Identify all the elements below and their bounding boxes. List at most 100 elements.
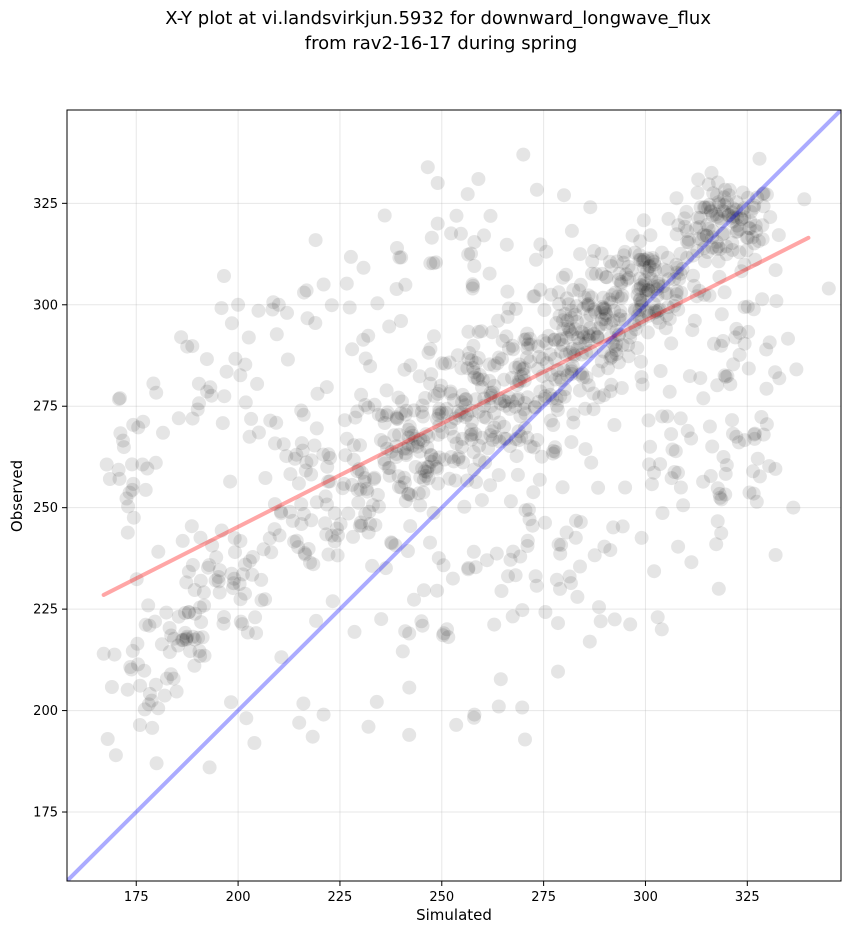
scatter-point (241, 330, 256, 345)
scatter-point (679, 204, 694, 219)
scatter-point (398, 407, 413, 422)
scatter-point (821, 281, 836, 296)
scatter-point (489, 546, 504, 561)
scatter-point (356, 260, 371, 275)
scatter-point (515, 700, 530, 715)
scatter-point (762, 335, 777, 350)
scatter-point (392, 250, 407, 265)
scatter-point (718, 369, 733, 384)
scatter-point (464, 415, 479, 430)
scatter-point (715, 203, 730, 218)
scatter-point (481, 441, 496, 456)
scatter-point (483, 428, 498, 443)
chart-title-line-1: X-Y plot at vi.landsvirkjun.5932 for dow… (165, 8, 711, 29)
scatter-point (369, 694, 384, 709)
scatter-point (439, 406, 454, 421)
scatter-point (233, 534, 248, 548)
scatter-point (136, 414, 151, 429)
scatter-point (346, 452, 361, 467)
scatter-point (217, 269, 231, 283)
scatter-point (630, 341, 645, 355)
scatter-point (580, 297, 595, 312)
scatter-point (193, 649, 208, 663)
scatter-point (577, 290, 592, 305)
scatter-point (539, 244, 554, 259)
scatter-point (410, 439, 425, 454)
scatter-point (377, 456, 392, 471)
scatter-point (568, 322, 583, 337)
scatter-point (480, 553, 494, 568)
scatter-point (446, 393, 461, 408)
scatter-point (556, 338, 570, 353)
scatter-point (675, 261, 690, 276)
scatter-point (154, 637, 169, 652)
scatter-point (179, 575, 194, 590)
scatter-point (729, 429, 744, 444)
scatter-point (651, 276, 666, 291)
scatter-point (659, 308, 674, 323)
scatter-point (548, 444, 563, 459)
y-tick-label-5: 300 (33, 298, 58, 313)
scatter-point (537, 303, 552, 317)
scatter-point (590, 330, 605, 345)
scatter-point (159, 671, 174, 686)
scatter-point (710, 209, 725, 224)
scatter-point (701, 177, 716, 192)
scatter-point (589, 266, 603, 281)
scatter-point (729, 321, 744, 336)
scatter-point (412, 444, 427, 459)
scatter-point (491, 468, 506, 483)
scatter-point (202, 558, 217, 573)
scatter-point (354, 518, 369, 533)
scatter-point (725, 214, 740, 229)
scatter-point (506, 342, 521, 357)
scatter-point (650, 610, 665, 625)
scatter-point (176, 632, 191, 647)
scatter-point (722, 188, 736, 203)
scatter-point (455, 431, 470, 446)
scatter-point (503, 494, 518, 509)
scatter-point (555, 480, 570, 495)
scatter-point (557, 389, 572, 404)
scatter-point (703, 203, 718, 218)
scatter-point (398, 277, 413, 292)
scatter-point (633, 281, 648, 296)
scatter-point (713, 241, 728, 256)
scatter-point (530, 433, 545, 447)
scatter-point (587, 548, 602, 563)
scatter-point (720, 369, 735, 384)
scatter-point (599, 270, 614, 285)
scatter-point (429, 459, 444, 474)
scatter-point (341, 506, 356, 521)
scatter-point (231, 297, 246, 312)
scatter-point (596, 301, 611, 316)
scatter-point (719, 239, 734, 254)
scatter-point (287, 534, 302, 549)
scatter-point (458, 392, 473, 407)
scatter-point (743, 221, 757, 236)
scatter-point (549, 316, 564, 330)
scatter-point (497, 419, 512, 434)
scatter-point (581, 327, 595, 342)
scatter-point (205, 538, 220, 553)
scatter-point (316, 707, 331, 722)
scatter-point (554, 344, 569, 359)
scatter-point (182, 605, 196, 620)
scatter-point (421, 345, 436, 360)
scatter-point (460, 407, 475, 422)
scatter-point (673, 480, 688, 495)
scatter-point (357, 474, 372, 489)
scatter-point (725, 243, 740, 257)
scatter-point (157, 688, 172, 703)
scatter-point (269, 327, 284, 342)
scatter-point (631, 308, 645, 323)
scatter-point (726, 357, 741, 372)
scatter-point (737, 300, 752, 315)
scatter-point (616, 248, 631, 263)
scatter-point (667, 465, 682, 479)
scatter-point (413, 470, 428, 485)
scatter-point (342, 300, 357, 315)
scatter-point (702, 288, 717, 303)
scatter-point (226, 581, 240, 596)
scatter-point (367, 470, 382, 485)
